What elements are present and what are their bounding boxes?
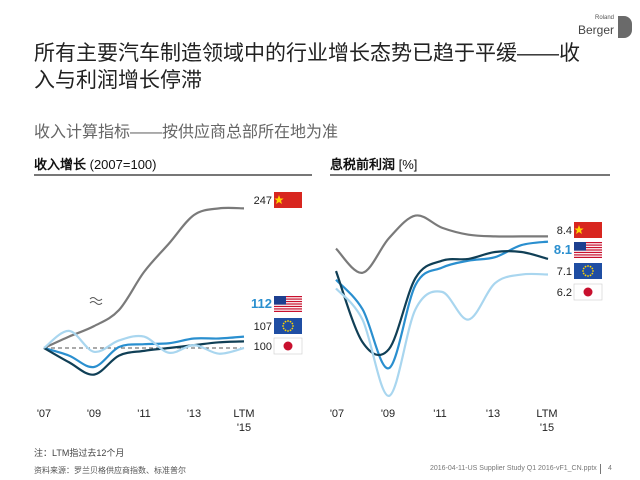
left-x-tick-label: '11 bbox=[137, 408, 151, 420]
japan-flag-icon bbox=[573, 283, 603, 301]
right-chart-rule bbox=[330, 174, 610, 176]
end-label-europe: 7.1 bbox=[557, 266, 572, 278]
page-title: 所有主要汽车制造领域中的行业增长态势已趋于平缓——收入与利润增长停滞 bbox=[34, 42, 580, 92]
left-chart-rule bbox=[34, 174, 312, 176]
revenue-growth-chart: 247 112 107 100 bbox=[43, 192, 303, 376]
right-chart-unit: [%] bbox=[395, 157, 418, 172]
right-chart-title: 息税前利润 [%] bbox=[330, 154, 417, 173]
eu-flag-icon bbox=[574, 263, 602, 279]
eu-flag-icon bbox=[274, 318, 302, 334]
series-line-usa bbox=[43, 335, 245, 369]
right-x-tick-label: '11 bbox=[433, 408, 447, 420]
footnote: 注：LTM指过去12个月 bbox=[34, 448, 125, 458]
logo-mark bbox=[618, 16, 632, 38]
right-x-tick-label: '13 bbox=[485, 408, 501, 420]
page-number: 4 bbox=[608, 465, 612, 472]
page-subtitle: 收入计算指标——按供应商总部所在地为准 bbox=[34, 124, 339, 141]
end-label-usa: 112 bbox=[251, 296, 272, 311]
left-x-tick-label: '07 bbox=[36, 408, 52, 420]
series-line-china bbox=[335, 214, 548, 274]
left-chart-unit: (2007=100) bbox=[86, 157, 157, 172]
end-label-japan: 6.2 bbox=[557, 287, 572, 299]
right-chart-title-text: 息税前利润 bbox=[330, 157, 396, 172]
series-line-europe bbox=[334, 250, 549, 357]
usa-flag-icon bbox=[274, 296, 302, 312]
china-flag-icon bbox=[574, 222, 602, 238]
series-line-japan bbox=[43, 329, 245, 355]
left-x-tick-label: LTM '15 bbox=[233, 408, 255, 434]
left-x-tick-label: '09 bbox=[86, 408, 102, 420]
series-line-usa bbox=[335, 240, 549, 370]
logo-small-text: Roland bbox=[594, 15, 614, 21]
end-label-china: 247 bbox=[254, 195, 272, 207]
right-x-tick-label: LTM '15 bbox=[536, 408, 558, 434]
company-logo: Roland Berger bbox=[578, 14, 634, 38]
end-label-japan: 100 bbox=[254, 341, 272, 353]
footer-divider bbox=[600, 464, 601, 474]
series-line-japan bbox=[335, 272, 549, 397]
series-line-europe bbox=[43, 340, 245, 376]
china-flag-icon bbox=[274, 192, 302, 208]
end-label-europe: 107 bbox=[254, 321, 272, 333]
series-line-china bbox=[43, 206, 245, 350]
file-name: 2016-04-11-US Supplier Study Q1 2016-vF1… bbox=[430, 465, 597, 472]
ebit-margin-chart: 8.4 8.1 7.1 6.2 bbox=[334, 214, 603, 397]
usa-flag-icon bbox=[574, 242, 602, 258]
right-x-tick-label: '09 bbox=[380, 408, 396, 420]
end-label-china: 8.4 bbox=[557, 225, 572, 237]
right-x-tick-label: '07 bbox=[329, 408, 345, 420]
end-label-usa: 8.1 bbox=[554, 242, 572, 257]
logo-text: Berger bbox=[577, 23, 614, 37]
left-chart-title-text: 收入增长 bbox=[34, 157, 87, 172]
japan-flag-icon bbox=[273, 337, 303, 355]
left-chart-title: 收入增长 (2007=100) bbox=[34, 154, 157, 173]
axis-break-mark bbox=[89, 297, 103, 305]
left-x-tick-label: '13 bbox=[186, 408, 202, 420]
source-note: 资料来源：罗兰贝格供应商指数、标准普尔 bbox=[34, 466, 186, 475]
